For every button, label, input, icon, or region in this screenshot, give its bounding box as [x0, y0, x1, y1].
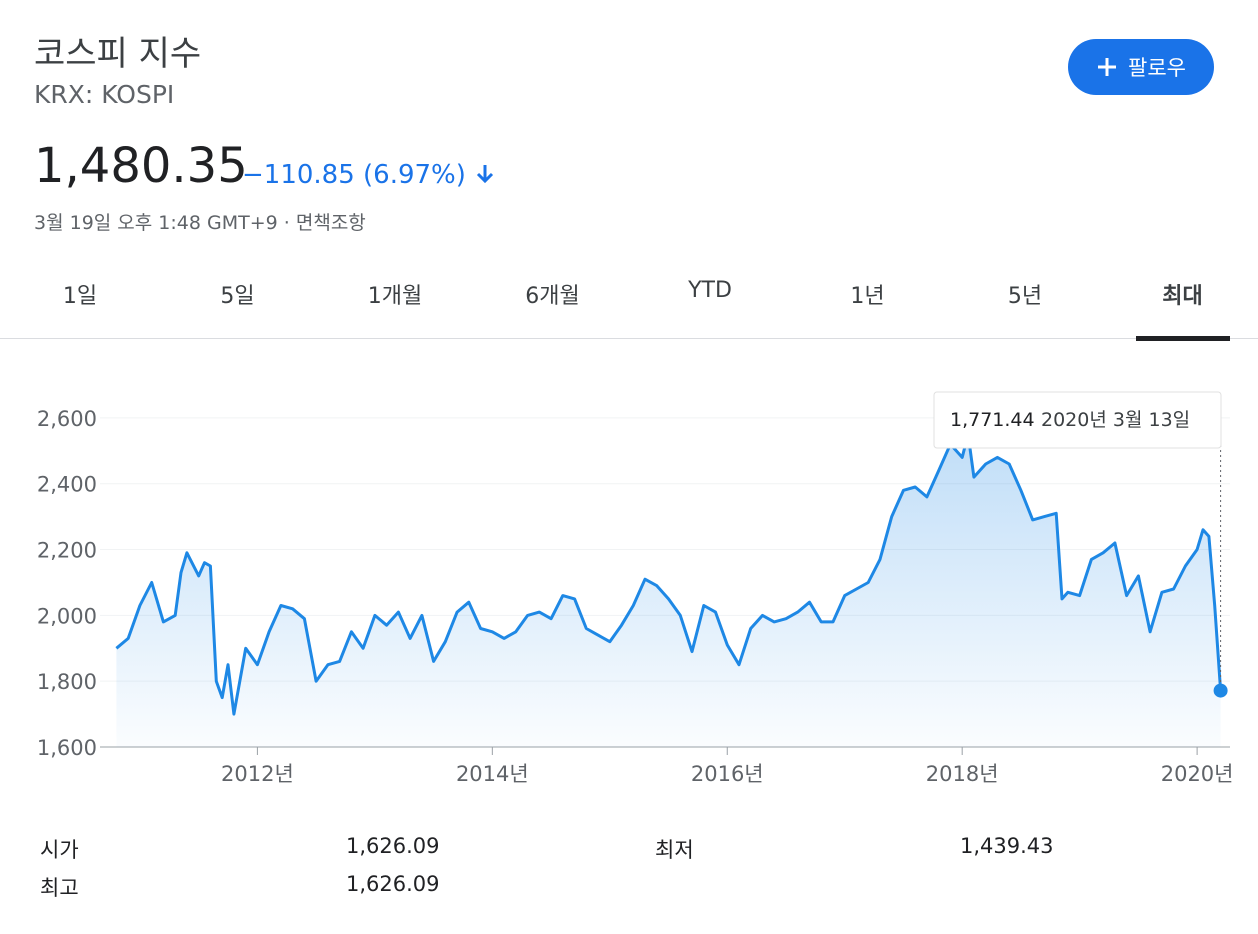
- stat-label: 시가: [40, 838, 79, 862]
- x-tick-label: 2012년: [221, 762, 294, 786]
- stat-value: 1,626.09: [346, 872, 440, 896]
- ticker: KRX: KOSPI: [34, 80, 175, 109]
- x-tick-label: 2016년: [691, 762, 764, 786]
- tab[interactable]: YTD: [688, 278, 732, 303]
- tab[interactable]: 1년: [850, 284, 885, 309]
- tooltip-date: 2020년 3월 13일: [1041, 409, 1190, 431]
- title: 코스피 지수: [34, 34, 202, 74]
- follow-label: 팔로우: [1128, 56, 1186, 80]
- tab[interactable]: 5년: [1007, 284, 1043, 309]
- x-tick-label: 2020년: [1161, 762, 1234, 786]
- follow-button[interactable]: 팔로우: [1068, 39, 1214, 95]
- tab[interactable]: 1일: [62, 284, 98, 309]
- tab[interactable]: 1개월: [367, 284, 423, 309]
- y-tick-label: 1,800: [37, 670, 97, 694]
- tooltip-dot: [1213, 683, 1228, 698]
- divider: [0, 338, 1258, 339]
- tooltip-value: 1,771.44: [950, 409, 1035, 431]
- y-tick-label: 2,400: [37, 473, 97, 497]
- stat-value: 1,626.09: [346, 834, 440, 858]
- stat-label: 최고: [40, 876, 79, 900]
- change-text: −110.85 (6.97%): [242, 160, 466, 190]
- y-tick-label: 2,600: [37, 407, 97, 431]
- area: [116, 434, 1221, 747]
- plus-icon: [1098, 58, 1117, 76]
- timestamp: 3월 19일 오후 1:48 GMT+9 · 면책조항: [34, 212, 366, 234]
- x-tick-label: 2014년: [456, 762, 529, 786]
- y-tick-label: 2,200: [37, 539, 97, 563]
- y-tick-label: 1,600: [37, 736, 97, 760]
- stat-label: 최저: [655, 838, 694, 862]
- y-tick-label: 2,000: [37, 604, 97, 628]
- line: [115, 432, 1223, 716]
- selected-indicator: [1136, 336, 1230, 341]
- price: 1,480.35: [34, 138, 248, 194]
- stat-value: 1,439.43: [960, 834, 1054, 858]
- chart: 1,600 1,800 2,000 2,200 2,400 2,600 2012년 2014년…: [37, 391, 1234, 786]
- x-tick-label: 2018년: [926, 762, 999, 786]
- tab[interactable]: 6개월: [525, 284, 580, 309]
- change: −110.85 (6.97%): [242, 160, 496, 190]
- tooltip-box: [933, 391, 1222, 449]
- tab[interactable]: 최대: [1162, 284, 1203, 309]
- tab[interactable]: 5일: [220, 284, 255, 309]
- down-arrow: [477, 165, 494, 184]
